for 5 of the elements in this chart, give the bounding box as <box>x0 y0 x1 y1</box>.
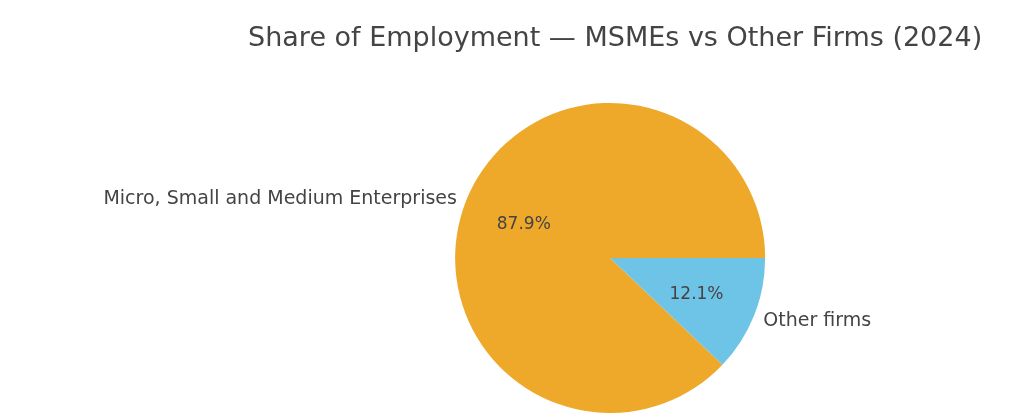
data-label: 12.1% <box>669 282 724 303</box>
slice-label: Micro, Small and Medium Enterprises <box>103 185 457 208</box>
slice-label: Other firms <box>763 308 872 331</box>
chart-title: Share of Employment — MSMEs vs Other Firms (2024) <box>248 21 983 52</box>
data-label: 87.9% <box>496 213 551 234</box>
